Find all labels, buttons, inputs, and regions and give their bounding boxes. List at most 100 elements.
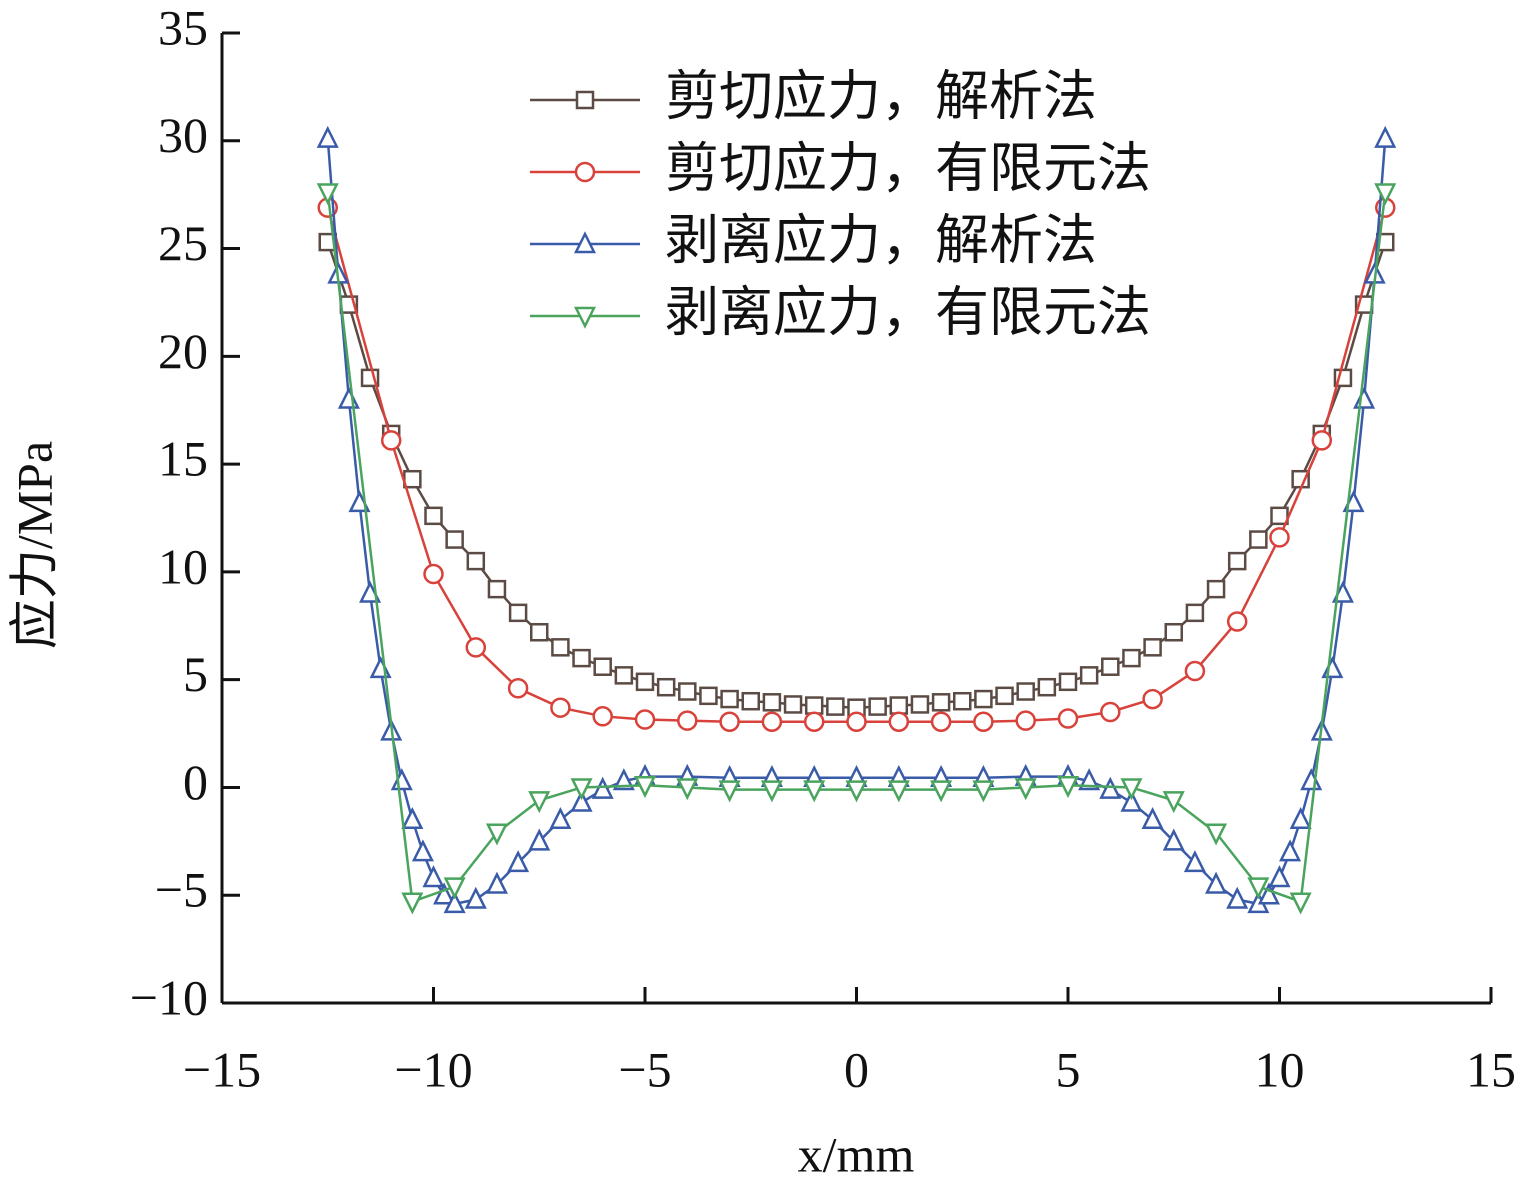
marker [316,183,339,206]
marker [1206,579,1226,599]
marker [953,691,972,711]
marker [845,780,868,803]
marker [1353,386,1376,409]
marker [783,695,803,714]
marker [1037,677,1057,697]
marker [995,686,1014,706]
marker [570,778,593,801]
x-tick-label: 10 [1255,1041,1305,1097]
marker [1162,828,1185,851]
y-tick-label: 15 [158,431,208,487]
marker [930,780,953,803]
marker [634,709,656,730]
marker [508,603,528,623]
y-tick-label: −10 [130,969,208,1025]
marker [1057,708,1079,729]
marker [910,695,930,714]
marker [1268,865,1291,888]
marker [826,697,845,716]
marker [1120,778,1143,801]
x-tick-label: 15 [1466,1041,1516,1097]
marker [633,776,657,799]
marker [1016,682,1035,701]
marker [570,789,593,812]
marker [1014,778,1037,801]
marker [1078,768,1101,791]
marker [676,778,699,801]
marker [1101,657,1120,676]
marker [424,506,443,526]
marker [574,161,596,183]
marker [803,780,826,803]
marker [1321,656,1344,679]
marker [487,579,507,599]
marker [1185,603,1205,623]
marker [591,776,614,799]
marker [760,780,783,803]
y-tick-label: 0 [183,754,208,810]
y-tick-label: 5 [183,646,208,702]
marker [1015,710,1036,731]
marker [550,697,571,718]
x-tick-label: −5 [618,1041,671,1097]
marker [761,711,783,732]
marker [1300,768,1323,791]
marker [1100,701,1121,723]
y-tick-label: 25 [158,215,208,271]
marker [593,657,612,676]
marker [573,231,597,254]
marker [465,637,487,658]
marker [530,622,549,642]
marker [1226,611,1248,632]
marker [741,691,760,711]
marker [528,791,551,814]
marker [889,696,909,715]
marker [1162,791,1185,814]
marker [868,697,887,716]
marker [972,780,995,803]
marker [718,780,741,803]
marker [485,871,508,894]
marker [573,306,597,329]
marker [1289,892,1312,915]
marker [1164,622,1183,642]
marker [931,693,951,712]
marker [1205,871,1228,894]
marker [369,656,392,679]
marker [635,672,655,692]
y-tick-label: 30 [158,107,208,163]
marker [612,768,635,791]
marker [1249,530,1268,549]
marker [1374,183,1397,206]
marker [1289,806,1312,830]
marker [1056,776,1080,799]
marker [485,823,508,846]
marker [443,877,466,900]
marker [973,711,994,732]
marker [762,693,782,712]
marker [719,711,740,732]
x-tick-label: −10 [394,1041,472,1097]
marker [1279,839,1302,862]
marker [507,678,529,699]
marker [403,469,422,489]
marker [575,90,595,110]
marker [592,706,613,727]
marker [572,648,591,668]
marker [1122,648,1141,668]
marker [337,386,360,409]
y-tick-label: 10 [158,538,208,594]
marker [433,882,456,905]
marker [678,682,697,701]
marker [1142,688,1163,710]
marker [614,666,634,685]
marker [1184,660,1206,682]
marker [1099,776,1122,799]
legend-label: 剥离应力，解析法 [665,210,1097,270]
marker [423,563,444,585]
marker [1141,806,1164,830]
x-tick-label: 5 [1056,1041,1081,1097]
x-axis-title: x/mm [798,1126,915,1182]
marker [549,806,572,830]
